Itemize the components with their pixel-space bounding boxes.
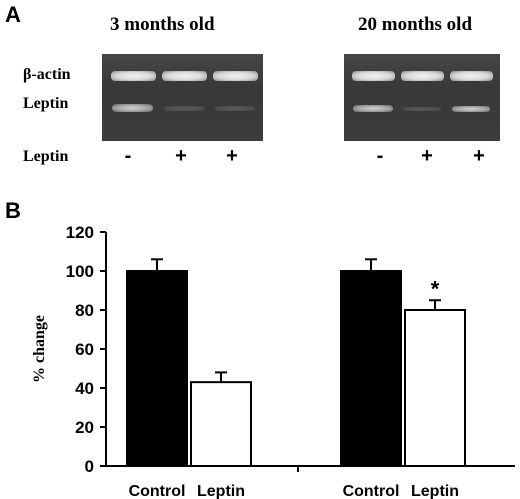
- bar: [404, 309, 466, 467]
- gel-image-3-months: [102, 54, 263, 141]
- gel-image-20-months: [344, 54, 500, 141]
- bar: [126, 270, 188, 467]
- treatment-sign: +: [421, 145, 433, 167]
- band-actin-lane-1: [352, 71, 395, 81]
- treatment-sign: -: [124, 145, 132, 167]
- panel-b-letter: B: [5, 198, 21, 223]
- y-tick-label: 40: [75, 379, 94, 398]
- band-leptin-lane-2: [403, 107, 441, 111]
- bar: [190, 381, 252, 467]
- x-category-label: Leptin: [197, 483, 245, 499]
- group-title-20-months: 20 months old: [358, 14, 473, 35]
- significance-marker: *: [431, 276, 440, 301]
- panel-a-letter: A: [5, 2, 21, 27]
- group-title-3-months: 3 months old: [110, 14, 215, 35]
- band-leptin-lane-3: [452, 106, 490, 112]
- y-tick-label: 0: [85, 457, 94, 476]
- y-tick-label: 120: [66, 223, 94, 242]
- band-actin-lane-1: [111, 71, 156, 81]
- band-leptin-lane-3: [215, 106, 255, 111]
- x-category-label: Control: [129, 483, 186, 499]
- x-category-label: Control: [343, 483, 400, 499]
- treatment-sign: +: [175, 145, 187, 167]
- y-axis-label: % change: [31, 315, 48, 383]
- band-actin-lane-2: [401, 71, 444, 81]
- band-actin-lane-3: [450, 71, 493, 81]
- band-leptin-lane-1: [112, 104, 153, 112]
- y-tick-label: 100: [66, 262, 94, 281]
- treatment-row-label: Leptin: [23, 148, 69, 165]
- x-category-label: Leptin: [411, 483, 459, 499]
- row-label-leptin: Leptin: [23, 95, 69, 112]
- bar: [340, 270, 402, 467]
- band-leptin-lane-2: [164, 106, 204, 111]
- band-leptin-lane-1: [353, 105, 393, 112]
- treatment-sign: -: [376, 145, 384, 167]
- band-actin-lane-3: [213, 71, 258, 81]
- treatment-sign: +: [473, 145, 485, 167]
- band-actin-lane-2: [162, 71, 207, 81]
- y-tick-label: 60: [75, 340, 94, 359]
- y-tick-label: 20: [75, 418, 94, 437]
- treatment-sign: +: [226, 145, 238, 167]
- y-tick-label: 80: [75, 301, 94, 320]
- row-label-actin: β-actin: [23, 66, 71, 83]
